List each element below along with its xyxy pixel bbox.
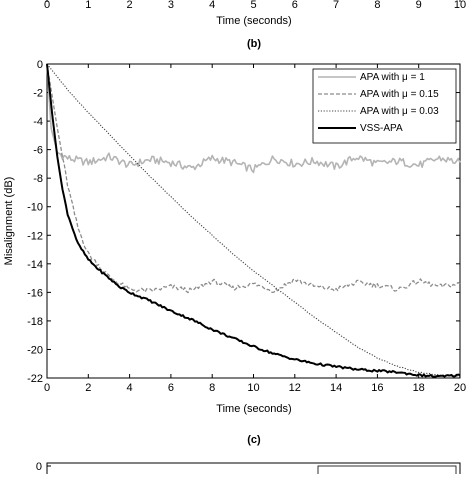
x-tick-label: 8: [209, 382, 215, 394]
x-tick-label: 12: [289, 382, 301, 394]
x-tick-label: 0: [44, 382, 50, 394]
y-tick-label: -4: [33, 116, 43, 128]
y-tick-label: -6: [33, 145, 43, 157]
y-tick-label: -8: [33, 173, 43, 185]
x-tick-label: 16: [371, 382, 383, 394]
top-x-tick-label: 4: [209, 0, 215, 11]
y-tick-label: -10: [27, 202, 43, 214]
y-axis-ticks: 0 -2 -4 -6 -8 -10 -12 -14 -16 -18 -20 -22: [27, 59, 460, 385]
x-tick-label: 20: [454, 382, 466, 394]
x-tick-label: 4: [127, 382, 133, 394]
series-line: [46, 63, 461, 294]
y-tick-label: 0: [37, 59, 43, 71]
series-line: [46, 63, 461, 378]
bottom-strip: 0: [36, 461, 461, 479]
x-axis-ticks: 0 2 4 6 8 10 12 14 16 18 20: [44, 64, 466, 394]
top-x-tick-label: 9: [416, 0, 422, 11]
x-tick-label: 14: [330, 382, 342, 394]
y-tick-label: -16: [27, 287, 43, 299]
y-tick-label: -14: [27, 259, 43, 271]
legend-box: [312, 68, 457, 144]
x-tick-label: 2: [85, 382, 91, 394]
main-plot: 0 2 4 6 8 10 12 14 16 18 20 0 -2 -4 -6 -8 -10 -12 -14 -16 -…: [3, 59, 466, 446]
top-x-tick-label: 0: [44, 0, 50, 11]
top-x-tick-label: 10: [454, 0, 466, 11]
legend-entry: VSS-APA: [360, 123, 403, 134]
x-tick-label: 10: [247, 382, 259, 394]
top-x-tick-label: 6: [292, 0, 298, 11]
top-x-axis-label: Time (seconds): [216, 15, 291, 27]
y-tick-label: -2: [33, 88, 43, 100]
series-lines: [46, 63, 461, 378]
top-strip: 0 1 2 3 4 5 6 7 8 9 10 Time (seconds) (b): [44, 0, 466, 50]
y-tick-label: -22: [27, 373, 43, 385]
x-tick-label: 18: [413, 382, 425, 394]
panel-b-label: (b): [247, 38, 261, 50]
y-tick-label: -20: [27, 344, 43, 356]
legend-entry: APA with μ = 0.03: [360, 106, 439, 117]
panel-c-label: (c): [247, 434, 261, 446]
x-axis-label: Time (seconds): [216, 403, 291, 415]
top-x-tick-labels: 0 1 2 3 4 5 6 7 8 9 10: [44, 0, 466, 11]
top-x-tick-label: 1: [85, 0, 91, 11]
top-x-tick-label: 7: [333, 0, 339, 11]
next-panel-legend-box: [317, 465, 457, 476]
top-x-tick-label: 3: [168, 0, 174, 11]
legend-entry: APA with μ = 0.15: [360, 89, 439, 100]
legend: APA with μ = 1 APA with μ = 0.15 APA with …: [312, 68, 457, 144]
next-panel-y-tick-label: 0: [36, 461, 42, 473]
series-line: [46, 63, 461, 174]
legend-entry: APA with μ = 1: [360, 72, 425, 83]
top-x-tick-label: 2: [127, 0, 133, 11]
top-x-tick-label: 5: [250, 0, 256, 11]
y-tick-label: -12: [27, 230, 43, 242]
top-x-tick-label: 8: [374, 0, 380, 11]
y-tick-label: -18: [27, 316, 43, 328]
x-tick-label: 6: [168, 382, 174, 394]
y-axis-label: Misalignment (dB): [3, 177, 15, 266]
